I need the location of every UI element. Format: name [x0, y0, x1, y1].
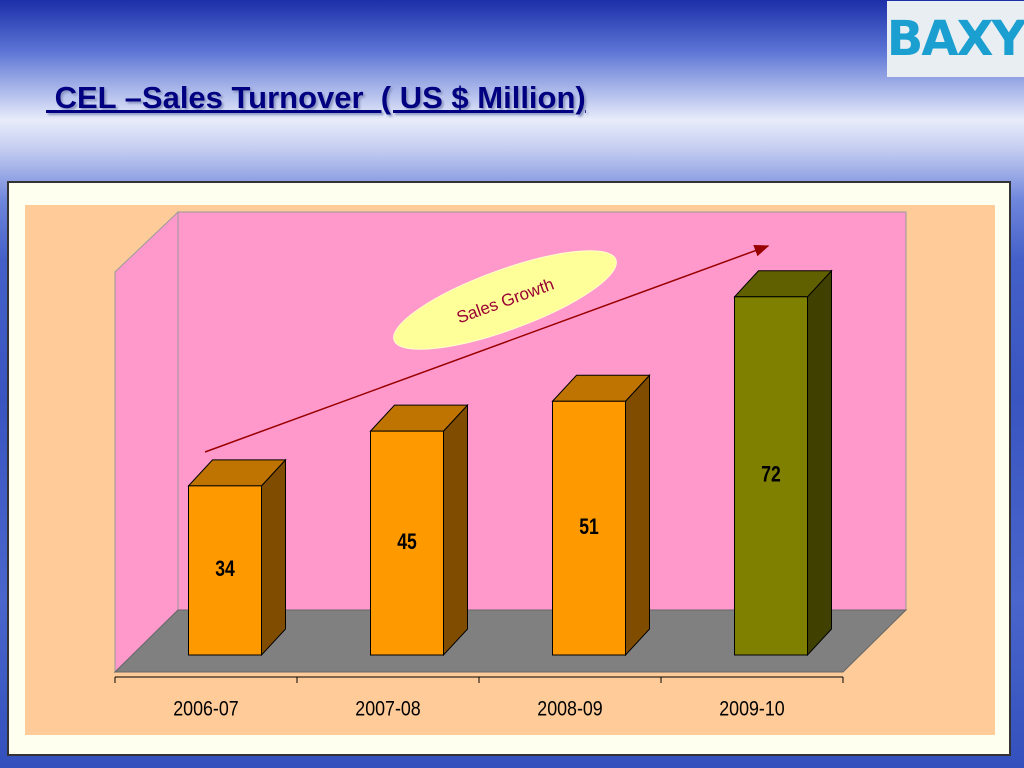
annotation-bubble [393, 250, 617, 350]
logo: BAXY [887, 1, 1024, 77]
side-wall [114, 210, 179, 674]
floor [113, 609, 908, 673]
value-label: 72 [761, 463, 781, 487]
bar-side [443, 403, 468, 657]
value-label: 51 [579, 515, 599, 539]
x-tick-label: 2008-09 [537, 697, 602, 721]
value-label: 34 [215, 557, 235, 581]
bar [370, 430, 444, 656]
slide-title: CEL –Sales Turnover ( US $ Million) [46, 80, 586, 115]
x-tick-label: 2006-07 [173, 697, 238, 721]
bar [734, 296, 808, 656]
x-tick-label: 2009-10 [719, 697, 785, 721]
bar-side [261, 458, 286, 657]
value-label: 45 [397, 530, 417, 554]
bar-side [807, 269, 832, 657]
bar [188, 485, 262, 656]
x-tick-label: 2007-08 [355, 697, 420, 721]
bar-side [625, 373, 650, 657]
bar [552, 400, 626, 656]
growth-arrow [204, 245, 770, 453]
